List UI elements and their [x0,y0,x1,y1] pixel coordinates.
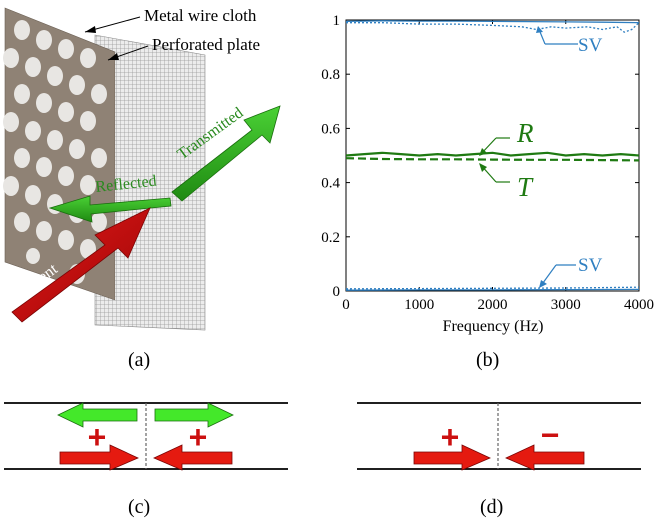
transmitted-right-arrow [154,402,234,428]
panel-c-label: (c) [128,496,150,518]
callout-wire-cloth: Metal wire cloth [144,6,257,25]
panel-a-label: (a) [128,349,150,371]
sign-right: + [189,419,208,455]
callout-perforated-plate: Perforated plate [152,35,260,54]
chart-layer: 0 1000 2000 3000 4000 0 0.2 0.4 0.6 0.8 1 [321,13,654,313]
y-tick-label: 0.8 [321,67,340,83]
panel-d: + − (d) [357,402,641,518]
incident-right-arrow-d [413,444,491,471]
reflected-label: Reflected [95,173,158,196]
annotation-sv-top-text: SV [578,35,603,56]
reflected-left-arrow [57,402,138,428]
y-tick-label: 0.6 [321,121,340,137]
sign-plus: + [441,419,460,455]
x-tick-label: 1000 [404,297,434,313]
sign-minus: − [541,417,560,453]
series-line-sv-dotted [346,22,640,33]
x-tick-label: 0 [342,297,350,313]
series-line-sv-solid [345,288,640,291]
x-axis-label: Frequency (Hz) [443,318,544,335]
series-line-t-dashed [345,157,640,162]
panel-b-label: (b) [476,349,499,371]
sign-left: + [88,419,107,455]
y-tick-label: 0 [333,284,341,300]
annotation-sv-bottom: SV [539,255,603,288]
incident-right-arrow [59,444,139,471]
transmitted-arrow [171,105,281,202]
incident-arrow [11,207,151,323]
annotation-t-text: T [517,172,534,202]
panel-b: 0 1000 2000 3000 4000 0 0.2 0.4 0.6 0.8 1 SV R T S… [321,13,654,371]
x-tick-label: 2000 [478,297,508,313]
annotation-r-text: R [516,118,534,148]
x-tick-label: 3000 [551,297,581,313]
panel-d-label: (d) [480,496,503,518]
reflected-arrow [48,195,172,223]
y-tick-label: 1 [333,13,341,29]
incident-left-arrow [153,444,233,471]
y-tick-label: 0.4 [321,176,340,192]
x-tick-label: 4000 [624,297,654,313]
annotation-r: R [479,118,534,156]
perforated-plate [3,7,116,301]
series-line-sv-solid [345,20,640,24]
series-line-r-solid [345,151,640,157]
annotation-sv-bottom-text: SV [578,255,603,276]
incident-left-arrow-d [505,444,585,471]
y-tick-label: 0.2 [321,230,340,246]
panel-a: Incident Reflected Transmitted Metal wir… [3,6,281,371]
series-line-sv-dotted [345,286,640,290]
annotation-t: T [479,163,534,202]
panel-c: + + (c) [4,402,288,518]
annotation-sv-top: SV [536,26,603,56]
